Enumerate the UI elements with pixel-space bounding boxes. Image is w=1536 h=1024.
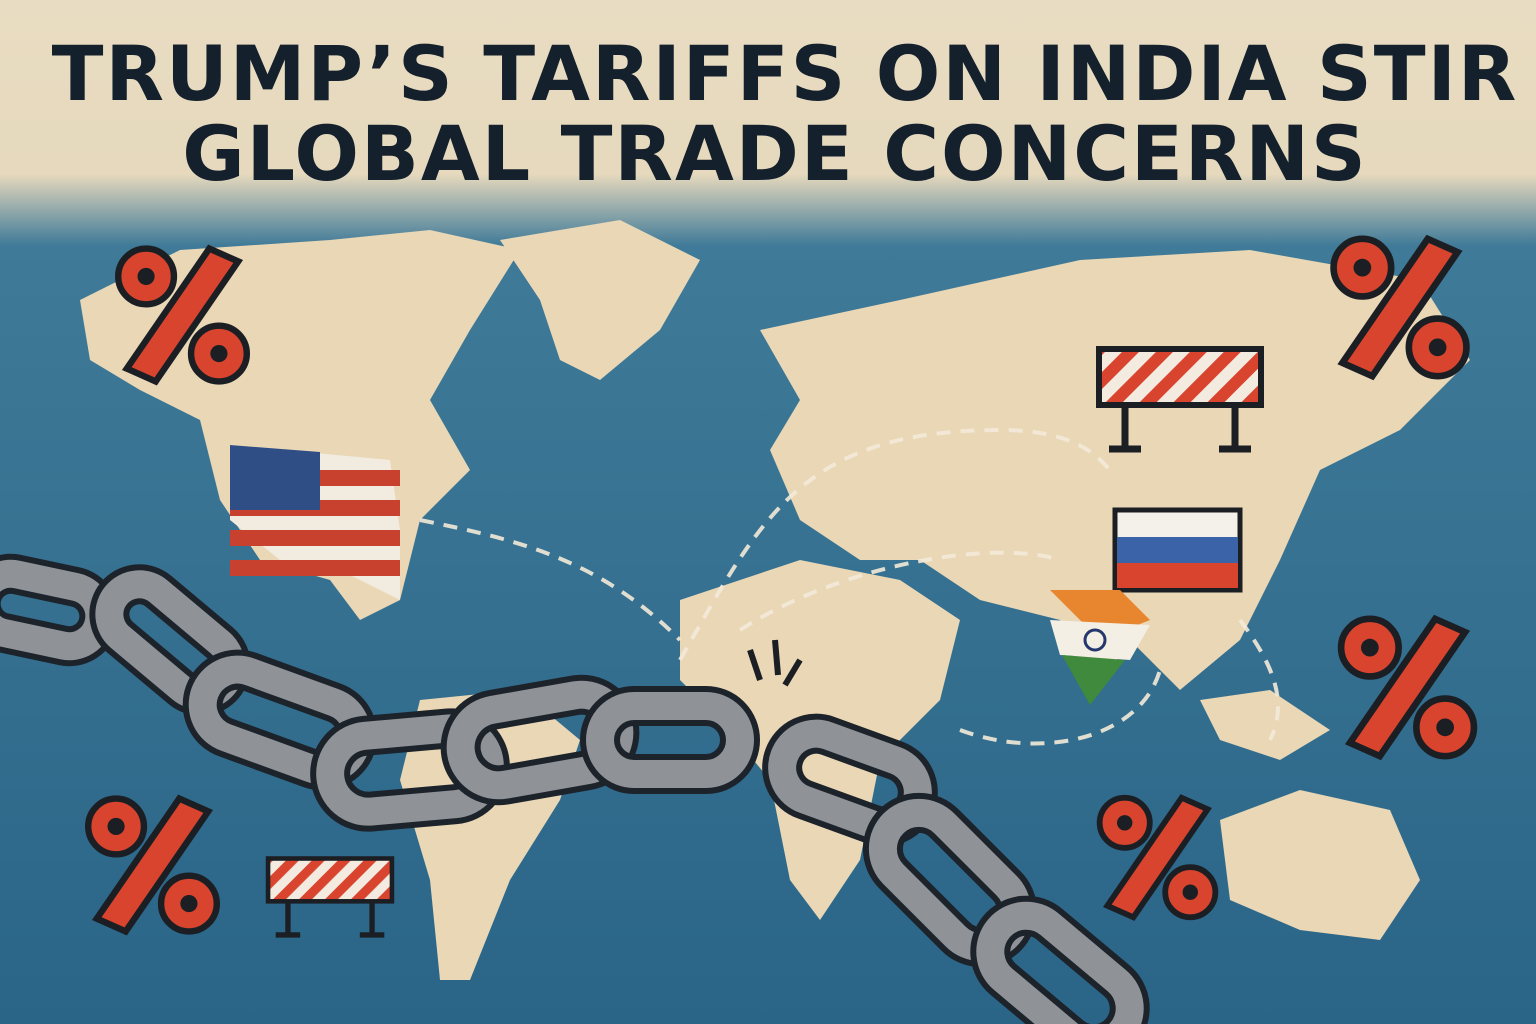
russia-flag: [1112, 507, 1243, 593]
chain: [0, 553, 1150, 1024]
india-flag-map: [1050, 590, 1150, 705]
world-map: [80, 220, 1470, 980]
title-line: GLOBAL TRADE CONCERNS: [182, 109, 1368, 198]
usa-flag: [230, 445, 400, 600]
title-line: TRUMP’S TARIFFS ON INDIA STIR: [52, 29, 1519, 118]
chain-break: [747, 639, 803, 687]
trade-routes: [419, 427, 1280, 746]
